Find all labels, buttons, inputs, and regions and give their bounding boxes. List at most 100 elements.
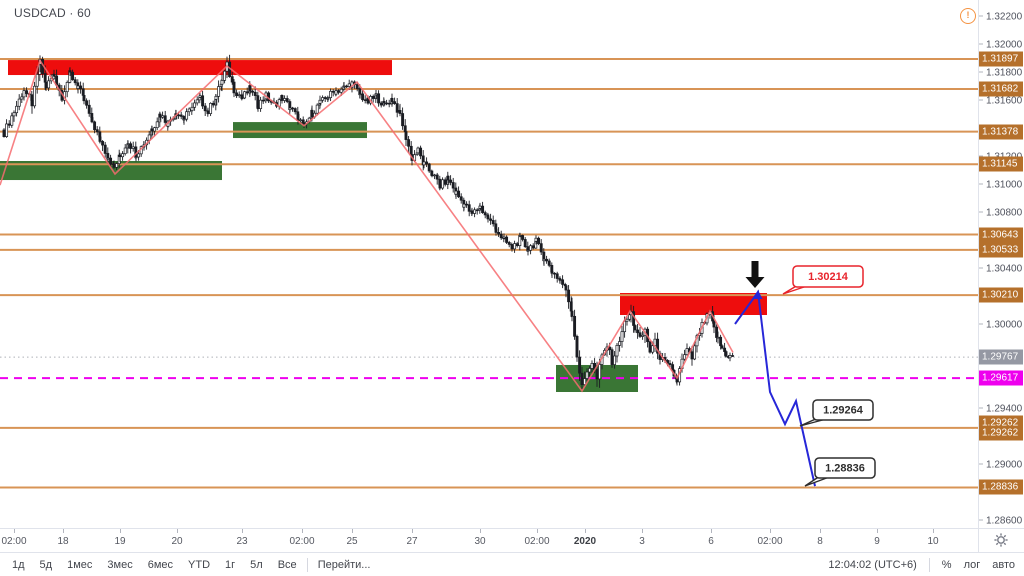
supply-zone-0[interactable] [8,60,392,76]
candle-body [193,102,197,108]
candle-body [636,329,640,334]
time-tick-label: 3 [639,536,645,547]
candle-body [15,105,19,114]
candle-body [467,204,471,212]
candle-body [371,96,375,99]
candle-body [573,315,577,337]
candle-wick [215,94,217,106]
candle-body [656,338,660,354]
candle-body [518,235,522,237]
candle-wick [135,155,137,162]
candle-body [331,90,335,93]
time-axis[interactable]: 02:00 18 19 20 23 02:00 25 27 30 02:00 2020 3 6 02:00… [0,529,978,552]
axis-settings-gear-icon[interactable] [992,531,1010,549]
candle-body [358,93,362,96]
candle-body [315,104,319,114]
time-tick-mark [14,529,15,533]
candle-body [153,127,157,132]
candle-body [118,154,122,158]
candle-body [71,71,75,81]
candle-wick [327,96,329,102]
data-delay-alert-icon[interactable]: ! [960,8,976,24]
level-price-label: 1.29262 [979,425,1023,441]
candle-body [558,279,562,281]
demand-zone-3[interactable] [233,122,367,139]
candle-wick [77,84,79,94]
candle-body [342,85,346,88]
candle-body [564,285,568,291]
time-tick-mark [63,529,64,533]
candle-body [195,99,199,104]
candle-body [529,245,533,251]
range-button-3[interactable]: 3мес [107,558,133,571]
session-clock-button[interactable]: 12:04:02 (UTC+6) [828,558,917,571]
candle-body [355,84,359,89]
candle-body [588,368,592,373]
projection-arrowhead-icon [753,290,763,300]
callout-box-2[interactable] [814,457,876,479]
zigzag-line[interactable] [0,58,734,393]
time-tick-label: 8 [817,536,823,547]
price-chart-plot[interactable]: 1.30214 1.29264 1.28836 [0,0,978,528]
candle-body [339,88,343,93]
down-arrow-icon[interactable] [745,261,765,288]
candle-body [598,364,602,380]
horizontal-level-lines[interactable] [0,57,978,489]
candle-body [126,143,130,145]
price-callouts[interactable]: 1.30214 1.29264 1.28836 [782,265,876,487]
range-button-8[interactable]: Все [277,558,297,571]
candle-body [481,205,485,213]
down-arrow-annotation[interactable] [745,261,765,288]
projection-path[interactable] [734,289,816,487]
candle-body [651,345,655,353]
auto-scale-toggle[interactable]: авто [992,558,1015,571]
candle-body [731,355,735,357]
range-button-5[interactable]: YTD [188,558,211,571]
candle-body [323,97,327,99]
supply-demand-zones[interactable] [0,60,767,392]
candle-body [98,136,102,142]
candle-wick [386,99,388,106]
range-button-0[interactable]: 1д [12,558,25,571]
range-button-7[interactable]: 5л [250,558,263,571]
candle-body [211,102,215,106]
candle-body [523,239,527,247]
candle-body [395,103,399,113]
candle-body [93,121,97,131]
percent-scale-toggle[interactable]: % [941,558,952,571]
range-button-2[interactable]: 1мес [67,558,93,571]
log-scale-toggle[interactable]: лог [963,558,981,571]
level-price-label: 1.30643 [979,227,1023,243]
price-axis[interactable]: 1.322001.320001.318001.316001.312001.310… [979,0,1024,528]
candle-body [25,90,29,94]
candle-body [382,100,386,104]
candle-body [610,349,614,365]
zigzag-overlay[interactable] [0,58,734,393]
candle-wick [476,208,478,215]
projection-overlay[interactable] [734,289,816,487]
goto-date-button[interactable]: Перейти... [317,558,371,571]
demand-zone-2[interactable] [0,161,222,181]
candle-body [163,115,167,123]
candle-body [161,115,165,118]
price-tick-label: 1.31000 [979,179,1024,190]
callout-box-1[interactable] [812,399,874,421]
candle-body [103,144,107,154]
candle-body [377,93,381,104]
callout-box-0[interactable] [792,265,864,288]
candle-body [401,113,405,127]
range-button-1[interactable]: 5д [39,558,53,571]
range-button-4[interactable]: 6мес [147,558,174,571]
time-tick-mark [480,529,481,533]
range-button-6[interactable]: 1г [225,558,236,571]
candle-body [12,112,16,117]
candle-body [534,237,538,242]
candle-body [404,131,408,140]
magenta-price-label: 1.29617 [979,370,1023,386]
candle-wick [554,272,556,279]
candle-body [531,245,535,249]
candle-body [638,332,642,337]
supply-zone-1[interactable] [620,293,767,315]
time-tick-label: 02:00 [757,536,783,547]
candle-body [363,99,367,101]
